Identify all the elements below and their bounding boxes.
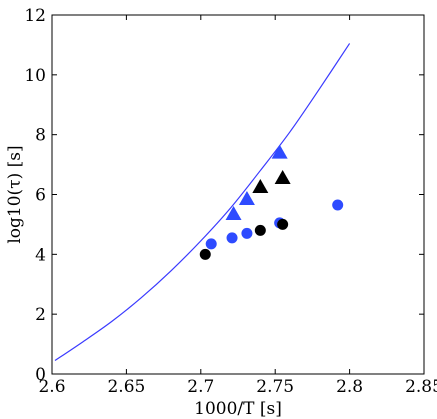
fit-curve: [54, 43, 351, 362]
data-point-triangle: [274, 170, 291, 185]
data-point-circle: [332, 199, 344, 211]
data-point-triangle: [238, 190, 255, 205]
data-point-triangle: [252, 179, 269, 194]
x-tick-label: 2.6: [38, 377, 65, 397]
data-point-circle: [241, 227, 253, 239]
data-point-circle: [254, 224, 266, 236]
x-tick-label: 2.85: [405, 377, 437, 397]
y-tick-label: 4: [35, 245, 46, 265]
y-axis-label: log10(τ) [s]: [5, 145, 25, 243]
x-tick-label: 2.7: [187, 377, 214, 397]
data-point-circle: [277, 218, 289, 230]
y-tick-label: 6: [35, 186, 46, 206]
y-tick-label: 10: [24, 66, 46, 86]
data-point-triangle: [225, 205, 242, 220]
x-tick-labels: 2.6 2.65 2.7 2.75 2.8 2.85: [38, 377, 437, 397]
data-point-circle: [205, 238, 217, 250]
x-tick-label: 2.65: [107, 377, 145, 397]
x-tick-label: 2.8: [336, 377, 363, 397]
y-tick-labels: 0 2 4 6 8 10 12: [24, 6, 46, 385]
axis-ticks: [51, 14, 425, 375]
chart-marks: [54, 43, 351, 362]
plot-frame: [51, 14, 425, 375]
y-tick-label: 12: [24, 6, 46, 26]
data-point-circle: [226, 232, 238, 244]
data-point-triangle: [271, 144, 288, 159]
data-point-circle: [199, 248, 211, 260]
x-tick-label: 2.75: [256, 377, 294, 397]
y-tick-label: 2: [35, 305, 46, 325]
y-tick-label: 8: [35, 126, 46, 146]
x-axis-label: 1000/T [s]: [194, 399, 282, 419]
y-tick-label: 0: [35, 365, 46, 385]
